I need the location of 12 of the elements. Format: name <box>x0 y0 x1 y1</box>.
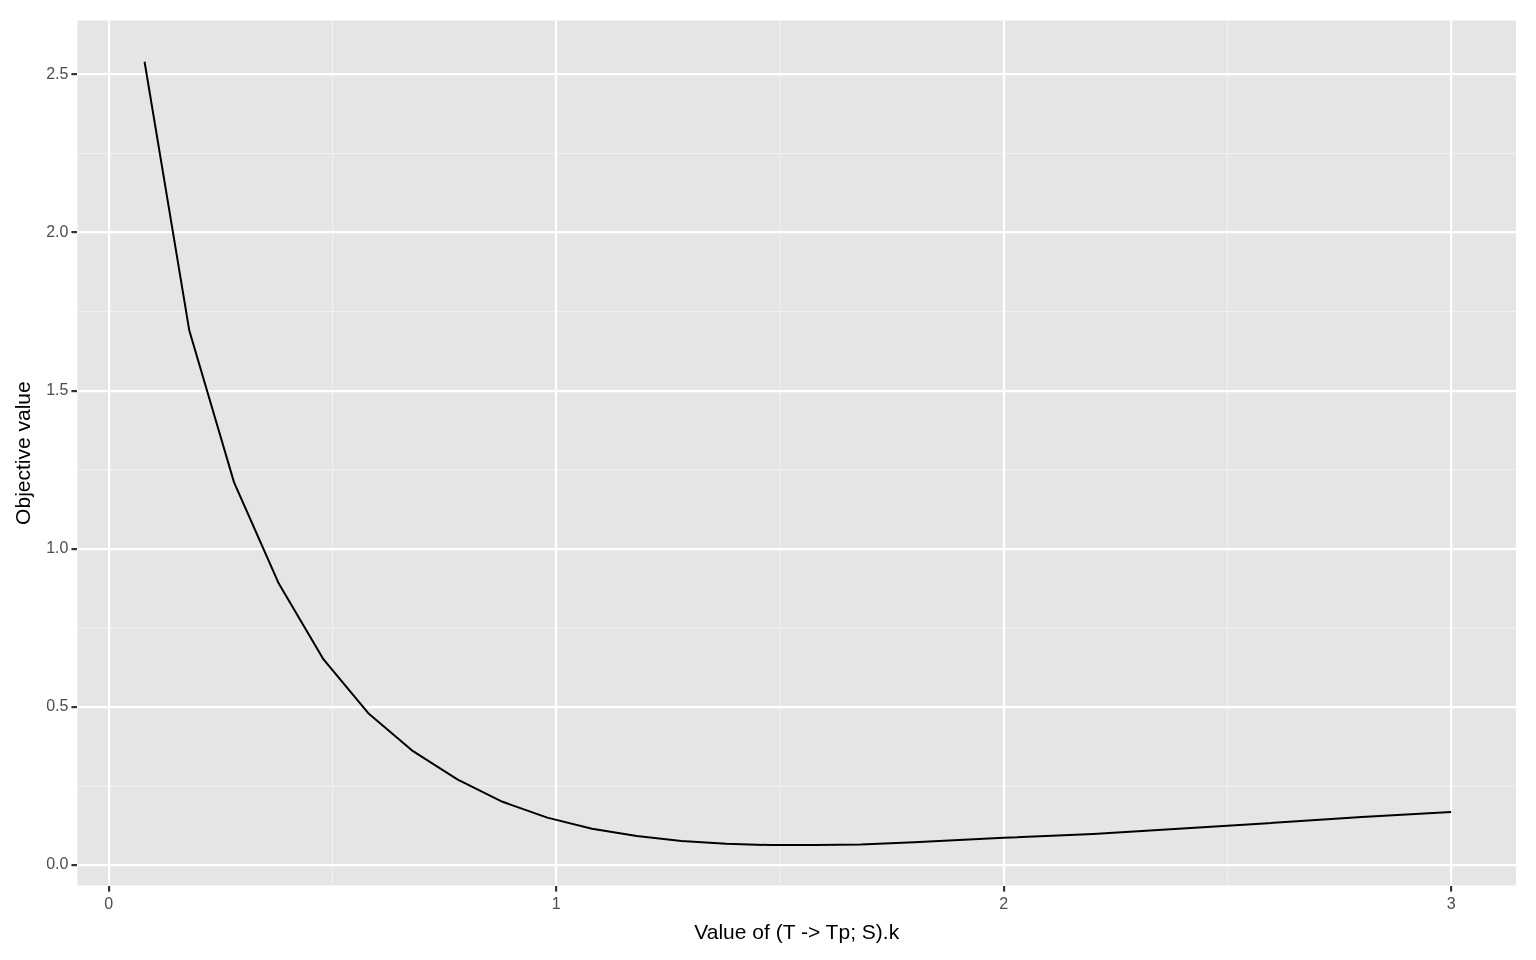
y-tick-label: 1.5 <box>46 381 69 399</box>
x-axis-title: Value of (T -> Tp; S).k <box>694 920 900 944</box>
y-tick-label: 1.0 <box>46 539 69 557</box>
y-tick-label: 2.0 <box>46 222 69 240</box>
x-tick-label: 2 <box>999 894 1009 912</box>
y-axis-title: Objective value <box>11 381 35 525</box>
y-tick-label: 0.0 <box>46 855 69 873</box>
y-tick-label: 2.5 <box>46 64 69 82</box>
x-tick-label: 1 <box>551 894 561 912</box>
x-tick-label: 3 <box>1446 894 1456 912</box>
y-tick-label: 0.5 <box>46 697 69 715</box>
x-tick-label: 0 <box>104 894 114 912</box>
